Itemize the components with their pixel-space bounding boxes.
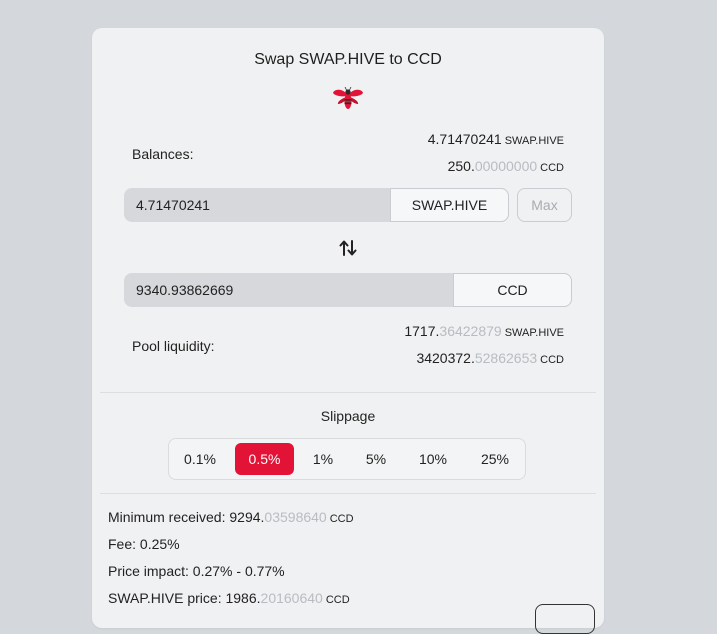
- partially-visible-button[interactable]: [535, 604, 595, 634]
- pool-hive-int: 1717.: [404, 323, 440, 339]
- pool-swap-hive: 1717.36422879 SWAP.HIVE: [404, 323, 564, 339]
- balance-hive-int: 4.71470241: [427, 131, 502, 147]
- section-divider: [100, 493, 596, 494]
- pool-ccd-int: 3420372.: [416, 350, 475, 366]
- price-label: SWAP.HIVE price:: [108, 590, 226, 606]
- modal-title: Swap SWAP.HIVE to CCD: [254, 51, 442, 68]
- balance-ccd-unit: CCD: [540, 162, 564, 174]
- minimum-received-int: 9294.: [229, 509, 265, 525]
- slippage-title: Slippage: [320, 408, 376, 424]
- slippage-option-5[interactable]: 5%: [365, 451, 387, 467]
- balance-ccd: 250.00000000 CCD: [448, 158, 564, 174]
- balances-label: Balances:: [132, 146, 194, 162]
- price-dec: 20160640: [260, 590, 323, 606]
- pool-liquidity-label: Pool liquidity:: [132, 338, 215, 354]
- pool-ccd-unit: CCD: [540, 354, 564, 366]
- swap-vertical-arrows-icon[interactable]: [338, 239, 358, 257]
- slippage-option-25[interactable]: 25%: [480, 451, 510, 467]
- balance-hive-unit: SWAP.HIVE: [504, 135, 564, 147]
- minimum-received-unit: CCD: [329, 513, 354, 525]
- price-unit: CCD: [325, 594, 350, 606]
- to-amount-field[interactable]: 9340.93862669 CCD: [124, 273, 572, 307]
- from-amount-field[interactable]: 4.71470241 SWAP.HIVE: [124, 188, 509, 222]
- price-int: 1986.: [225, 590, 261, 606]
- from-amount-value[interactable]: 4.71470241: [136, 197, 210, 213]
- balance-swap-hive: 4.71470241 SWAP.HIVE: [428, 131, 564, 147]
- pool-hive-unit: SWAP.HIVE: [504, 327, 564, 339]
- max-button[interactable]: Max: [517, 188, 572, 222]
- slippage-option-1[interactable]: 1%: [312, 451, 334, 467]
- to-token-selector[interactable]: CCD: [453, 273, 572, 307]
- fee-text: Fee: 0.25%: [108, 536, 180, 552]
- swap-modal: Swap SWAP.HIVE to CCD Balances: 4.714702…: [92, 28, 604, 634]
- slippage-option-0-5[interactable]: 0.5%: [235, 443, 294, 475]
- slippage-options: 0.1% 0.5% 1% 5% 10% 25%: [168, 438, 526, 480]
- slippage-option-10[interactable]: 10%: [418, 451, 448, 467]
- slippage-option-0-1[interactable]: 0.1%: [184, 451, 216, 467]
- hive-bee-logo-icon: [333, 86, 363, 109]
- price-impact-text: Price impact: 0.27% - 0.77%: [108, 563, 285, 579]
- minimum-received-dec: 03598640: [264, 509, 327, 525]
- from-token-selector[interactable]: SWAP.HIVE: [390, 188, 509, 222]
- pool-ccd-dec: 52862653: [474, 350, 538, 366]
- minimum-received: Minimum received: 9294.03598640 CCD: [108, 509, 354, 525]
- to-amount-value[interactable]: 9340.93862669: [136, 282, 234, 298]
- pool-hive-dec: 36422879: [439, 323, 502, 339]
- pool-ccd: 3420372.52862653 CCD: [416, 350, 564, 366]
- balance-ccd-dec: 00000000: [474, 158, 538, 174]
- minimum-received-label: Minimum received:: [108, 509, 230, 525]
- balance-ccd-int: 250.: [447, 158, 475, 174]
- section-divider: [100, 392, 596, 393]
- swap-hive-price: SWAP.HIVE price: 1986.20160640 CCD: [108, 590, 350, 606]
